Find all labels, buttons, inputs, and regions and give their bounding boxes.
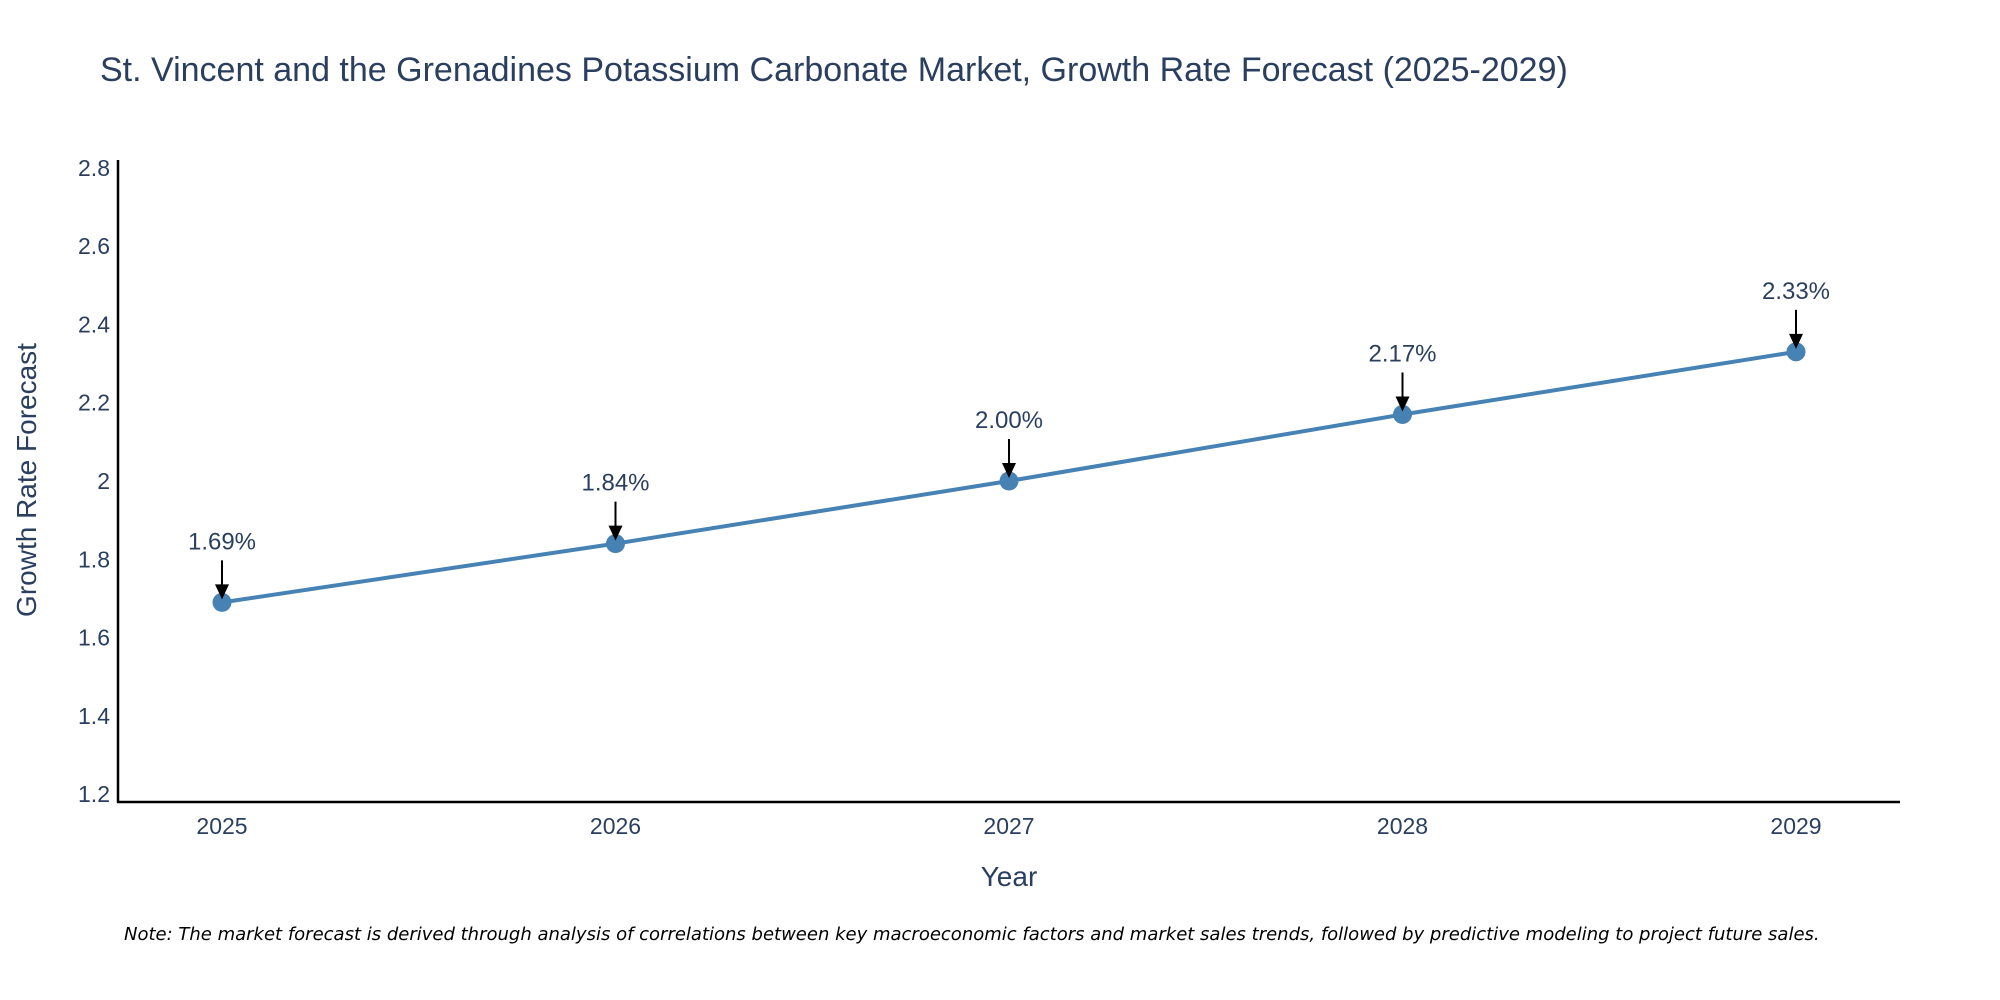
data-label: 2.17% <box>1368 340 1436 367</box>
y-tick-label: 1.2 <box>78 781 110 807</box>
series-group: 1.69% 1.84% 2.00% 2.17% 2.33% <box>188 278 1830 612</box>
x-tick-label: 2027 <box>983 813 1034 839</box>
footnote: Note: The market forecast is derived thr… <box>124 924 1820 945</box>
data-point <box>606 534 625 554</box>
annotation-arrow-head <box>1789 333 1803 349</box>
chart-title: St. Vincent and the Grenadines Potassium… <box>100 51 1568 89</box>
data-point <box>1786 342 1806 362</box>
data-point <box>1393 404 1412 424</box>
x-tick-label: 2025 <box>196 813 247 839</box>
y-tick-label: 2.2 <box>78 390 110 416</box>
y-tick-label: 1.4 <box>78 703 110 729</box>
y-tick-label: 2.8 <box>78 155 110 181</box>
x-tick-label: 2026 <box>590 813 641 839</box>
x-tick-label: 2029 <box>1770 813 1821 839</box>
y-tick-label: 2.6 <box>78 233 110 259</box>
annotation-arrow-head <box>1395 396 1410 412</box>
y-tick-label: 1.6 <box>78 625 110 651</box>
data-label: 2.00% <box>975 407 1043 434</box>
y-tick-label: 2.4 <box>78 311 110 337</box>
annotation-arrow-head <box>1002 463 1016 478</box>
y-axis-title: Growth Rate Forecast <box>11 343 42 617</box>
x-axis-title: Year <box>981 861 1038 892</box>
y-axis-ticks: 1.2 1.4 1.6 1.8 2 2.2 2.4 2.6 2.8 <box>78 155 110 807</box>
data-label: 2.33% <box>1762 278 1830 305</box>
x-tick-label: 2028 <box>1377 813 1428 839</box>
y-tick-label: 2 <box>97 468 110 494</box>
x-axis-ticks: 2025 2026 2027 2028 2029 <box>196 813 1821 839</box>
annotation-arrow-head <box>608 525 623 541</box>
annotation-arrow-head <box>215 584 229 600</box>
data-label: 1.84% <box>581 470 649 497</box>
data-point <box>212 592 232 612</box>
data-point <box>999 471 1019 491</box>
y-tick-label: 1.8 <box>78 546 110 572</box>
data-label: 1.69% <box>188 528 256 555</box>
